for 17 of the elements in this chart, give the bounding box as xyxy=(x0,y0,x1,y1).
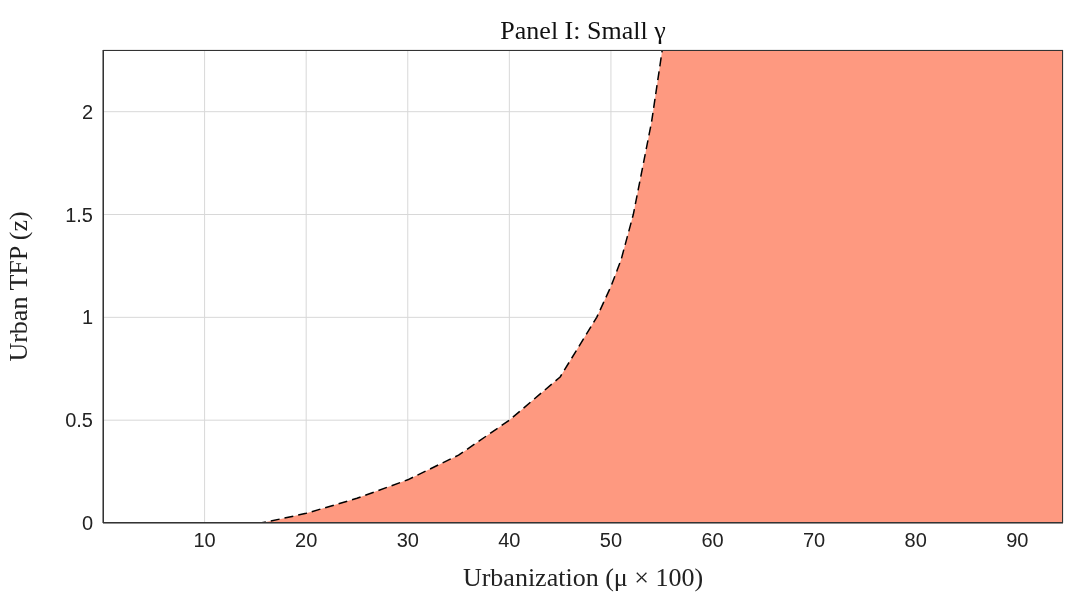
x-tick-label: 20 xyxy=(295,529,318,552)
x-tick-label: 60 xyxy=(701,529,724,552)
y-tick-label: 0.5 xyxy=(65,409,93,432)
x-tick-label: 10 xyxy=(193,529,216,552)
x-tick-label: 30 xyxy=(396,529,419,552)
y-tick-label: 1.5 xyxy=(65,203,93,226)
y-tick-label: 2 xyxy=(81,100,93,123)
y-axis-title: Urban TFP (z) xyxy=(4,211,34,362)
y-tick-label: 1 xyxy=(81,306,93,329)
y-tick-label: 0 xyxy=(81,512,93,535)
x-tick-label: 90 xyxy=(1006,529,1029,552)
x-tick-label: 80 xyxy=(904,529,927,552)
x-tick-label: 70 xyxy=(802,529,826,552)
x-tick-label: 40 xyxy=(498,529,521,552)
x-tick-label: 50 xyxy=(599,529,623,552)
x-axis-title: Urbanization (μ × 100) xyxy=(462,563,704,592)
chart-title: Panel I: Small γ xyxy=(499,16,667,46)
